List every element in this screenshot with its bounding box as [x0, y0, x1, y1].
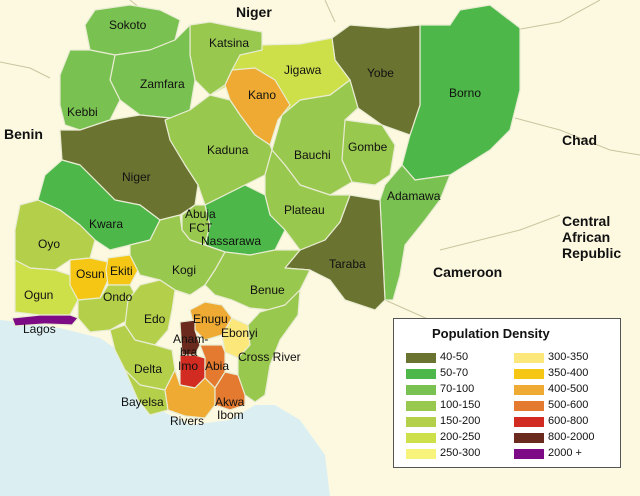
legend-swatch [514, 401, 544, 411]
state-label-bayelsa: Bayelsa [121, 395, 164, 409]
state-label-delta: Delta [134, 362, 163, 376]
legend-label: 2000 + [548, 447, 582, 459]
state-osun [69, 257, 109, 301]
legend-label: 400-500 [548, 383, 589, 395]
state-akwa-ibom [214, 371, 246, 411]
state-label-rivers: Rivers [170, 414, 205, 428]
state-label-abia: Abia [205, 359, 230, 373]
state-label-kano: Kano [248, 88, 277, 102]
state-nassarawa [204, 184, 286, 256]
state-label-oyo: Oyo [38, 237, 61, 251]
state-label-akwa: Akwa [215, 395, 245, 409]
state-label-zamfara: Zamfara [140, 77, 185, 91]
state-lagos [11, 314, 79, 327]
state-label-enugu: Enugu [193, 312, 228, 326]
legend-label: 100-150 [440, 399, 481, 411]
country-label-car-line1: Central [562, 213, 611, 229]
country-label-car-line3: Republic [562, 245, 622, 261]
ocean [0, 320, 330, 496]
state-label-kebbi: Kebbi [67, 105, 98, 119]
state-kebbi [59, 49, 121, 131]
legend-swatch [406, 385, 436, 395]
legend-swatch [514, 417, 544, 427]
state-label-kaduna: Kaduna [207, 143, 249, 157]
state-label-fct: FCT [189, 221, 213, 235]
state-label-adamawa: Adamawa [387, 189, 441, 203]
legend: Population Density 40-50 50-70 70-100 100-1… [393, 318, 621, 468]
country-label-benin: Benin [4, 126, 43, 142]
state-label-kwara: Kwara [89, 217, 124, 231]
state-label-plateau: Plateau [284, 203, 325, 217]
legend-swatch [514, 449, 544, 459]
legend-label: 350-400 [548, 367, 589, 379]
state-label-ibom: Ibom [217, 408, 244, 422]
legend-swatch [514, 353, 544, 363]
legend-label: 300-350 [548, 351, 589, 363]
state-label-taraba: Taraba [329, 257, 366, 271]
state-label-nassarawa: Nassarawa [201, 234, 262, 248]
legend-label: 150-200 [440, 415, 481, 427]
legend-title: Population Density [432, 326, 550, 341]
state-label-yobe: Yobe [367, 66, 394, 80]
state-label-abuja: Abuja [185, 207, 216, 221]
legend-swatch [406, 353, 436, 363]
country-label-cameroon: Cameroon [433, 264, 503, 280]
country-label-chad: Chad [562, 132, 597, 148]
state-label-ekiti: Ekiti [110, 264, 133, 278]
legend-label: 800-2000 [548, 431, 595, 443]
state-label-imo: Imo [178, 359, 199, 373]
legend-swatch [514, 369, 544, 379]
country-label-car-line2: African [562, 229, 611, 245]
legend-label: 50-70 [440, 367, 469, 379]
state-label-osun: Osun [76, 267, 105, 281]
legend-swatch [406, 417, 436, 427]
legend-label: 70-100 [440, 383, 475, 395]
state-label-lagos: Lagos [23, 322, 56, 336]
state-label-anambra-2: bra [180, 345, 198, 359]
state-label-niger-state: Niger [122, 170, 151, 184]
legend-swatch [406, 433, 436, 443]
state-label-kogi: Kogi [172, 263, 197, 277]
legend-label: 200-250 [440, 431, 481, 443]
state-label-ondo: Ondo [103, 290, 133, 304]
country-label-niger: Niger [236, 4, 272, 20]
legend-swatch [406, 369, 436, 379]
state-label-jigawa: Jigawa [284, 63, 322, 77]
state-label-ogun: Ogun [24, 288, 54, 302]
legend-swatch [406, 449, 436, 459]
legend-label: 40-50 [440, 351, 469, 363]
state-label-edo: Edo [144, 312, 166, 326]
state-label-gombe: Gombe [348, 140, 388, 154]
state-label-katsina: Katsina [209, 36, 250, 50]
state-label-borno: Borno [449, 86, 482, 100]
legend-label: 500-600 [548, 399, 589, 411]
legend-label: 600-800 [548, 415, 589, 427]
legend-swatch [514, 385, 544, 395]
state-label-anambra: Anam- [173, 332, 209, 346]
state-label-benue: Benue [250, 283, 285, 297]
legend-label: 250-300 [440, 447, 481, 459]
legend-swatch [406, 401, 436, 411]
legend-swatch [514, 433, 544, 443]
border-line [0, 0, 640, 321]
state-label-cross-river: Cross River [238, 350, 301, 364]
state-label-ebonyi: Ebonyi [221, 326, 258, 340]
state-label-bauchi: Bauchi [294, 148, 331, 162]
state-label-sokoto: Sokoto [109, 18, 147, 32]
state-cross-river [237, 289, 301, 403]
